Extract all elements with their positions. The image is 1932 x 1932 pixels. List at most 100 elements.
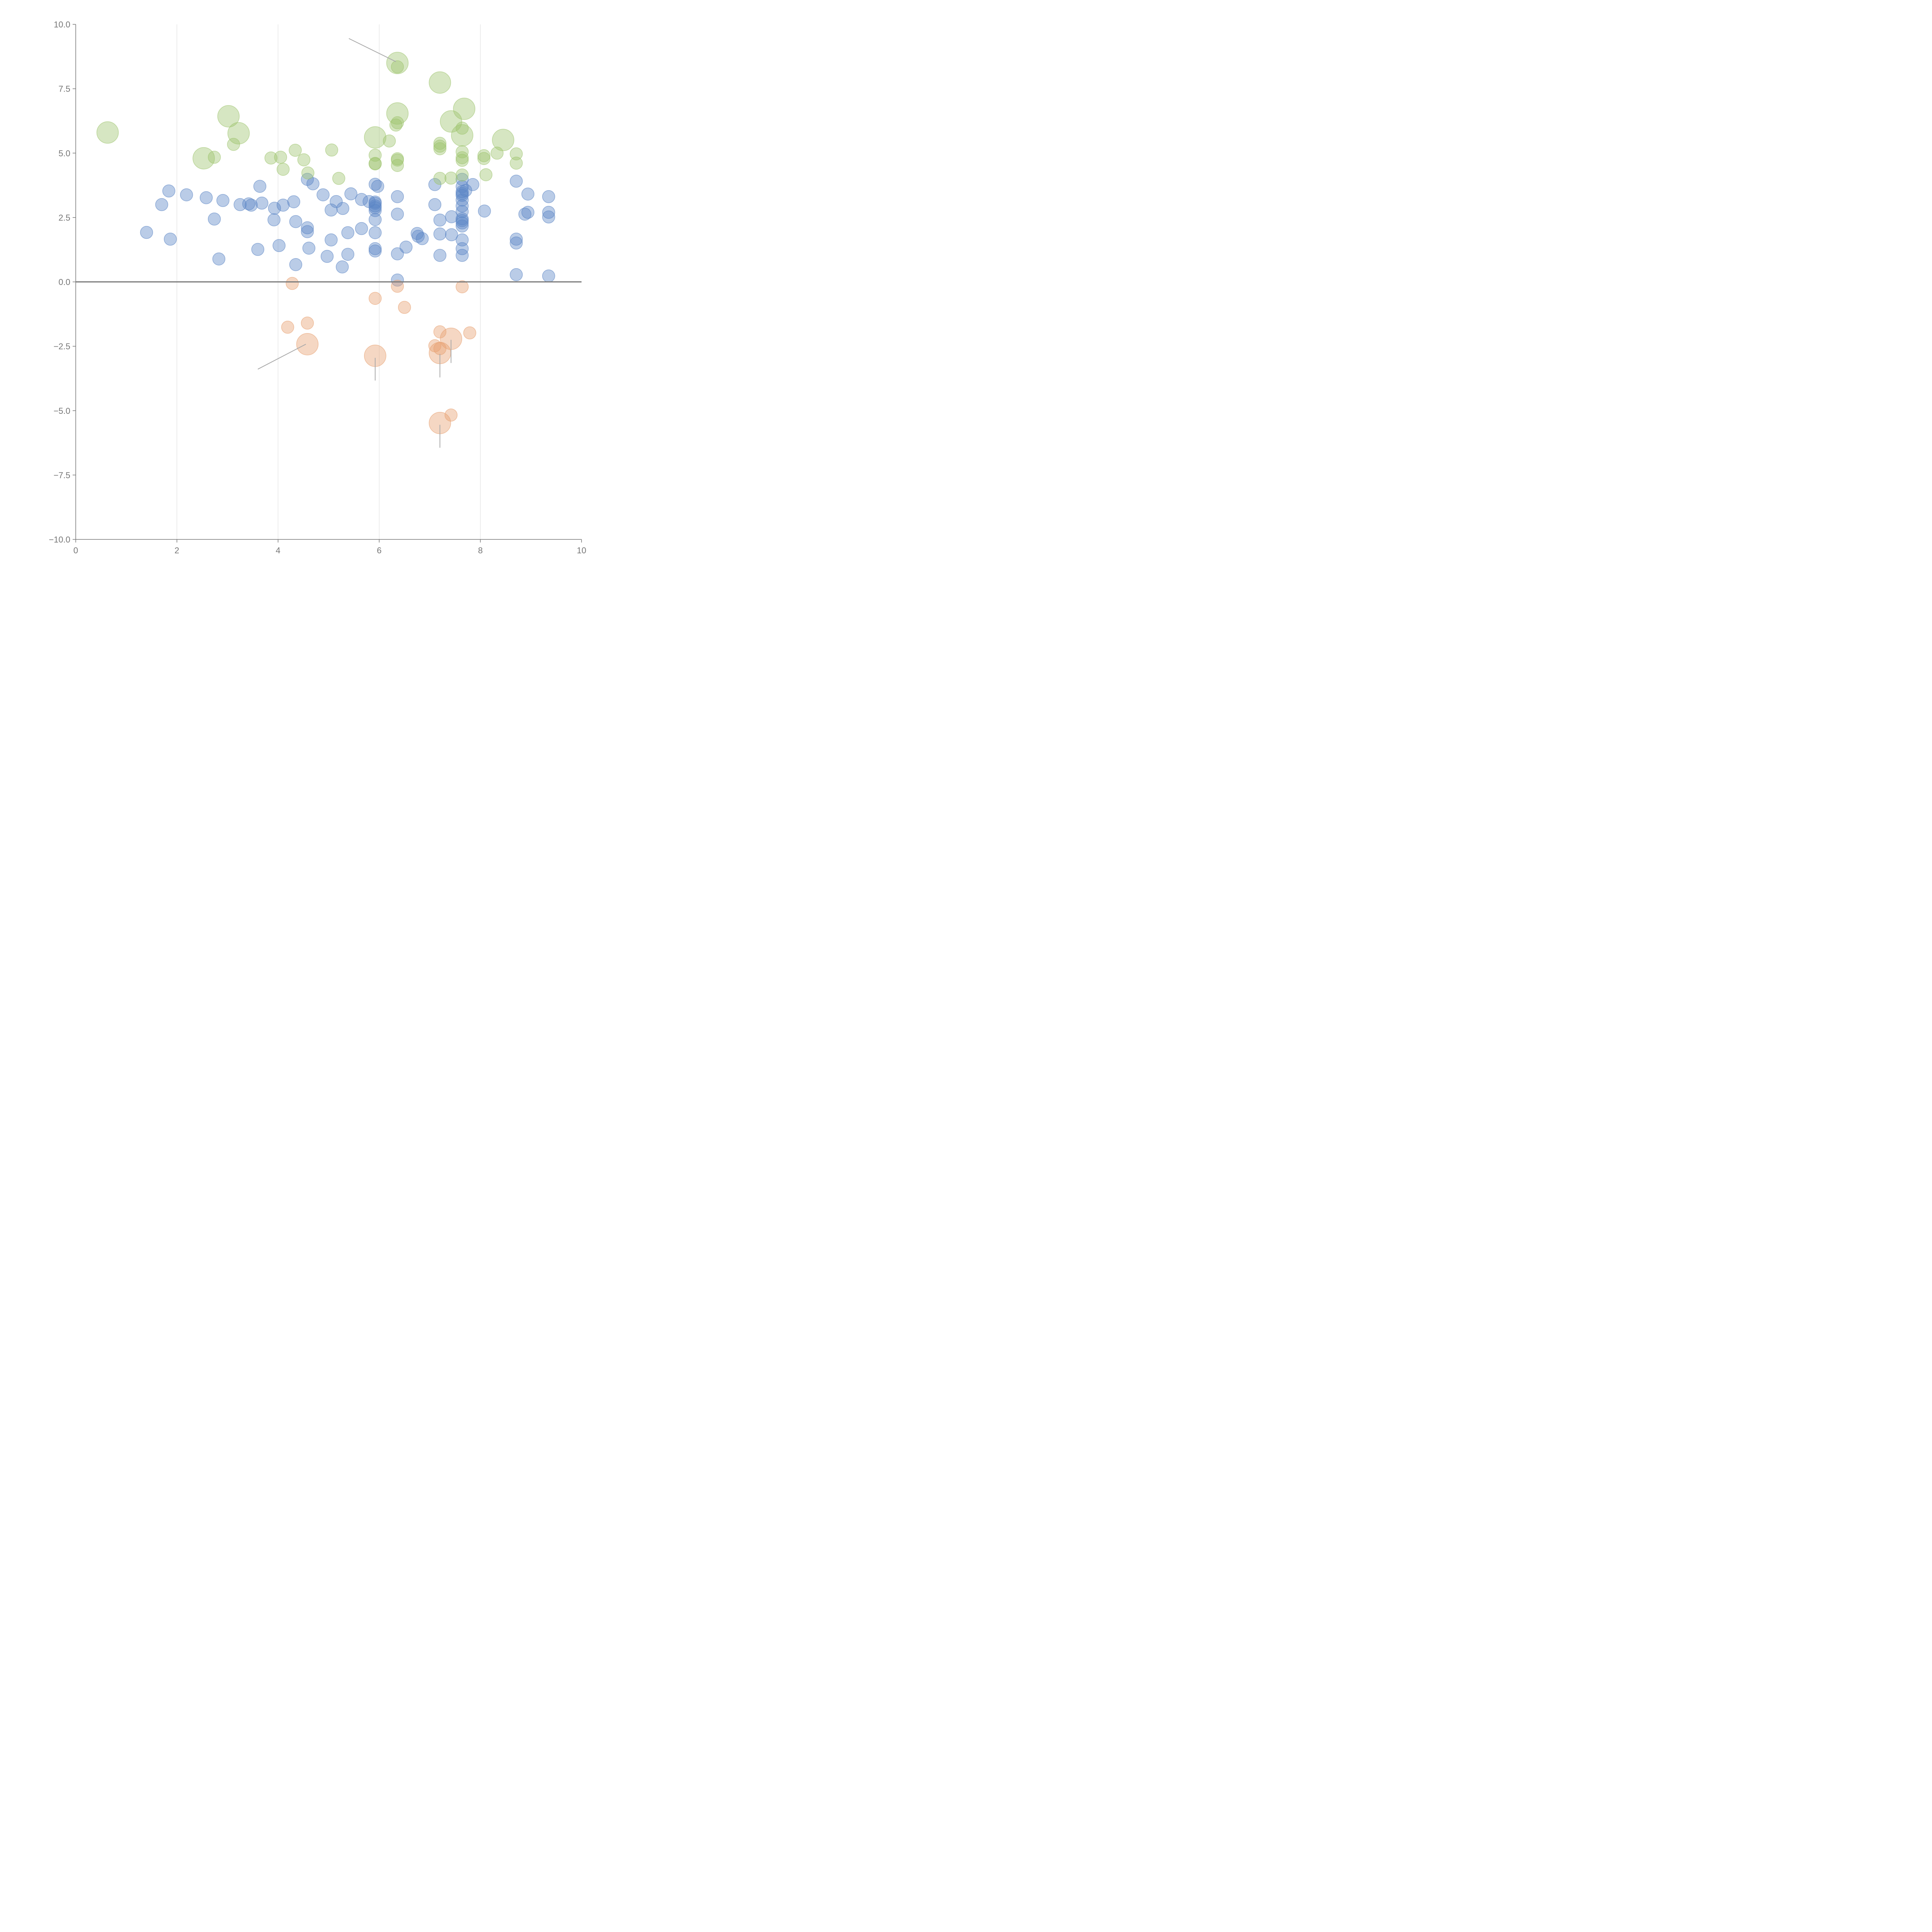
blue-bubble — [456, 219, 469, 233]
blue-bubble — [162, 184, 175, 197]
green-bubble — [301, 166, 315, 180]
blue-bubble — [510, 175, 523, 188]
blue-bubble — [180, 188, 193, 201]
blue-bubble — [456, 199, 469, 213]
blue-bubble — [212, 252, 226, 265]
blue-bubble — [369, 201, 382, 214]
blue-bubble — [433, 227, 447, 241]
blue-bubble — [391, 190, 404, 203]
blue-bubble — [466, 178, 480, 191]
blue-bubble — [267, 213, 281, 226]
blue-bubble — [253, 180, 267, 193]
blue-bubble — [415, 232, 429, 245]
blue-bubble — [164, 233, 177, 246]
blue-bubble — [207, 213, 221, 226]
green-bubble — [433, 137, 447, 150]
blue-bubble — [355, 193, 368, 206]
blue-bubble — [325, 233, 338, 247]
green-bubble — [492, 129, 514, 151]
blue-bubble — [289, 258, 303, 271]
green-bubble — [227, 138, 240, 151]
blue-bubble — [306, 177, 320, 190]
orange-bubble — [369, 292, 382, 305]
y-tick-label: −2.5 — [54, 342, 70, 351]
green-bubble — [391, 153, 404, 167]
x-tick-label: 4 — [276, 546, 280, 555]
green-bubble — [453, 97, 476, 120]
blue-bubble — [325, 203, 338, 217]
green-bubble — [429, 71, 451, 94]
blue-bubble — [216, 194, 230, 207]
green-bubble — [369, 157, 382, 170]
green-bubble — [391, 159, 404, 172]
green-bubble — [391, 116, 404, 129]
blue-bubble — [140, 226, 153, 239]
green-bubble — [477, 149, 491, 162]
blue-bubble — [542, 206, 555, 219]
green-bubble — [451, 124, 473, 147]
orange-bubble — [281, 321, 294, 334]
blue-bubble — [316, 188, 330, 201]
green-bubble — [325, 143, 338, 157]
y-tick-label: 10.0 — [54, 20, 70, 29]
blue-bubble — [400, 240, 413, 254]
orange-bubble — [463, 326, 476, 340]
green-bubble — [274, 151, 287, 164]
y-tick-label: 0.0 — [58, 277, 70, 287]
x-tick-label: 2 — [175, 546, 179, 555]
x-tick-label: 0 — [73, 546, 78, 555]
blue-bubble — [336, 260, 349, 274]
orange-bubble — [391, 280, 404, 293]
blue-bubble — [456, 216, 469, 230]
blue-bubble — [369, 213, 382, 226]
blue-bubble — [510, 268, 523, 281]
blue-bubble — [369, 226, 382, 239]
blue-bubble — [371, 180, 384, 193]
blue-bubble — [369, 204, 382, 217]
bubble-layer — [96, 52, 555, 434]
x-tick-label: 6 — [377, 546, 381, 555]
x-tick-label: 10 — [577, 546, 586, 555]
green-bubble — [386, 52, 409, 74]
blue-bubble — [355, 222, 368, 235]
blue-bubble — [287, 195, 300, 208]
blue-bubble — [445, 210, 458, 223]
blue-bubble — [302, 242, 316, 255]
axes: 10.0 7.5 5.0 2.5 0.0 −2.5 −5.0 −7.5 −10.00 2 4 6 8 10 — [49, 20, 586, 555]
green-bubble — [444, 172, 458, 185]
green-bubble — [389, 118, 403, 132]
annotation-connector — [257, 344, 306, 370]
green-bubble — [477, 152, 491, 165]
green-bubble — [227, 122, 250, 145]
blue-bubble — [245, 199, 258, 212]
green-bubble — [96, 121, 119, 144]
blue-bubble — [289, 215, 303, 228]
orange-bubble — [301, 316, 314, 330]
blue-bubble — [272, 239, 286, 252]
blue-bubble — [320, 250, 334, 263]
green-bubble — [433, 172, 447, 185]
green-bubble — [364, 126, 386, 149]
blue-bubble — [369, 244, 382, 258]
blue-bubble — [341, 226, 354, 239]
green-bubble — [510, 147, 523, 160]
blue-bubble — [301, 221, 314, 235]
blue-bubble — [336, 202, 349, 215]
green-bubble — [510, 156, 523, 170]
green-bubble — [276, 163, 290, 176]
blue-bubble — [276, 199, 290, 212]
blue-bubble — [428, 198, 442, 211]
orange-bubble — [444, 408, 458, 422]
blue-bubble — [268, 202, 281, 215]
blue-bubble — [478, 204, 491, 218]
green-bubble — [332, 172, 345, 185]
blue-bubble — [456, 205, 469, 218]
green-bubble — [297, 153, 311, 167]
green-bubble — [479, 168, 493, 181]
green-bubble — [456, 168, 469, 182]
green-bubble — [289, 144, 302, 157]
annotation-connectors — [257, 38, 452, 448]
annotation-connector — [349, 38, 396, 62]
y-tick-label: −7.5 — [54, 470, 70, 480]
blue-bubble — [456, 249, 469, 262]
